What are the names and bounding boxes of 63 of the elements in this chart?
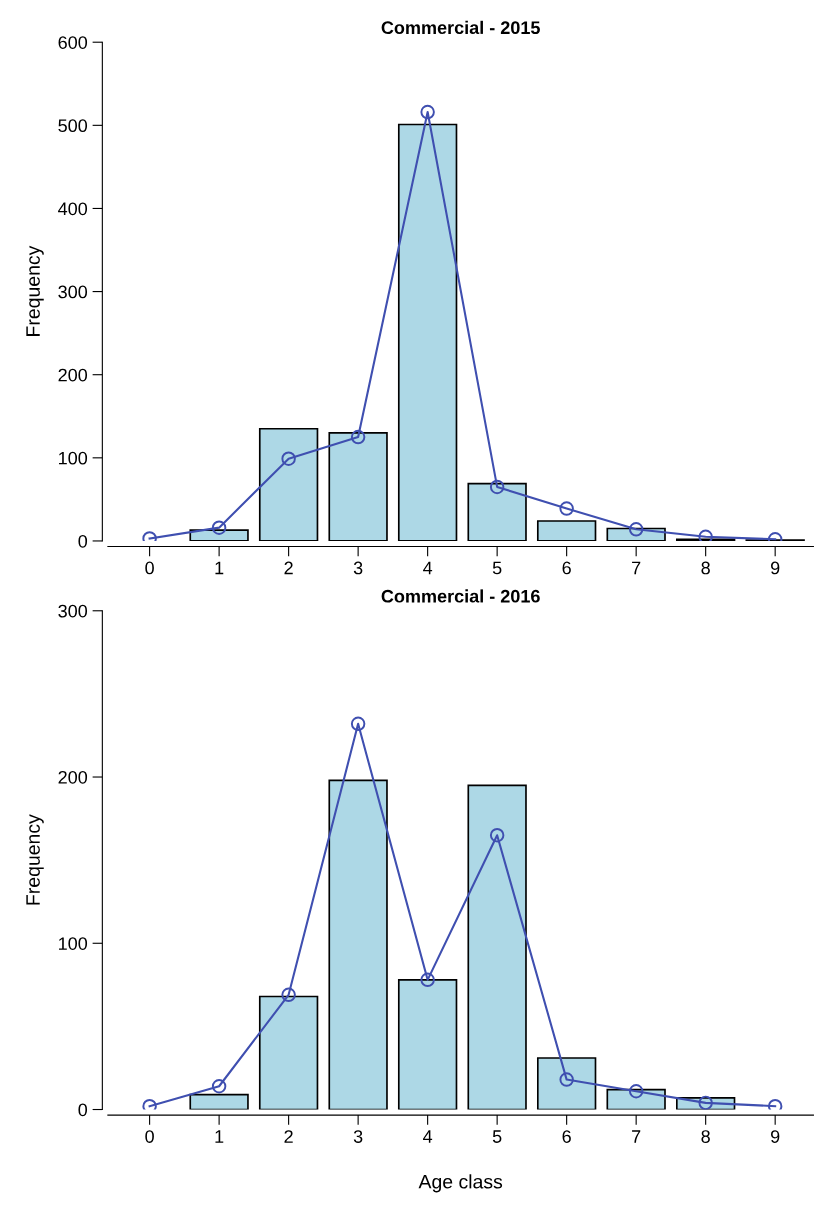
x-tick-label: 0 bbox=[145, 561, 154, 575]
y-tick-label: 0 bbox=[78, 1103, 88, 1117]
point bbox=[281, 987, 296, 1003]
bar bbox=[328, 432, 388, 541]
bar bbox=[397, 123, 458, 541]
x-tick-label: 8 bbox=[701, 561, 710, 575]
x-tick-label: 9 bbox=[771, 1130, 780, 1143]
x-tick-label: 4 bbox=[423, 561, 433, 575]
x-tick-label: 4 bbox=[423, 1130, 433, 1143]
y-tick-label: 200 bbox=[58, 368, 88, 382]
chart-title: Commercial - 2016 bbox=[381, 589, 540, 603]
x-tick-label: 8 bbox=[701, 1130, 710, 1143]
x-tick-label: 2 bbox=[284, 1130, 293, 1143]
point bbox=[211, 1079, 227, 1094]
bar bbox=[328, 779, 388, 1110]
point bbox=[350, 429, 366, 445]
bar bbox=[258, 427, 319, 541]
bar bbox=[536, 1057, 597, 1110]
y-tick-label: 100 bbox=[59, 937, 88, 950]
x-tick-label: 7 bbox=[632, 1130, 641, 1143]
x-tick-label: 6 bbox=[562, 561, 571, 575]
bar bbox=[467, 482, 527, 541]
bar bbox=[189, 1093, 249, 1110]
point bbox=[211, 520, 227, 535]
y-tick-label: 500 bbox=[58, 119, 88, 133]
point bbox=[559, 1072, 574, 1087]
y-axis-title: Frequency bbox=[26, 814, 44, 905]
point bbox=[489, 827, 505, 843]
y-tick-label: 400 bbox=[58, 202, 88, 216]
point bbox=[350, 716, 366, 732]
point bbox=[698, 529, 713, 541]
y-tick-label: 0 bbox=[78, 534, 88, 548]
y-axis-title: Frequency bbox=[26, 245, 44, 336]
y-tick-label: 300 bbox=[58, 604, 88, 618]
y-tick-label: 600 bbox=[58, 36, 88, 49]
x-tick-label: 5 bbox=[492, 561, 502, 575]
x-tick-label: 6 bbox=[562, 1130, 571, 1143]
y-tick-label: 200 bbox=[58, 770, 88, 784]
bar bbox=[536, 520, 597, 541]
x-tick-label: 5 bbox=[492, 1130, 502, 1143]
x-tick-label: 2 bbox=[284, 561, 293, 575]
chart-title: Commercial - 2015 bbox=[381, 20, 540, 35]
x-tick-label: 1 bbox=[215, 1130, 224, 1143]
point bbox=[420, 104, 435, 120]
x-tick-label: 3 bbox=[353, 1130, 363, 1143]
bar bbox=[467, 784, 527, 1110]
x-tick-label: 7 bbox=[632, 561, 641, 575]
y-tick-label: 300 bbox=[58, 285, 88, 299]
y-tick-label: 100 bbox=[59, 451, 88, 465]
x-axis-title: Age class bbox=[418, 1174, 503, 1193]
point bbox=[698, 1095, 713, 1110]
point bbox=[281, 451, 296, 466]
point bbox=[559, 501, 574, 516]
point bbox=[489, 479, 505, 495]
bar bbox=[189, 529, 249, 541]
x-tick-label: 9 bbox=[771, 561, 780, 575]
x-tick-label: 0 bbox=[145, 1130, 154, 1143]
x-tick-label: 3 bbox=[353, 561, 363, 575]
point bbox=[628, 522, 644, 537]
point bbox=[420, 972, 435, 988]
bar bbox=[258, 995, 319, 1110]
bar bbox=[397, 979, 458, 1110]
x-tick-label: 1 bbox=[215, 561, 224, 575]
